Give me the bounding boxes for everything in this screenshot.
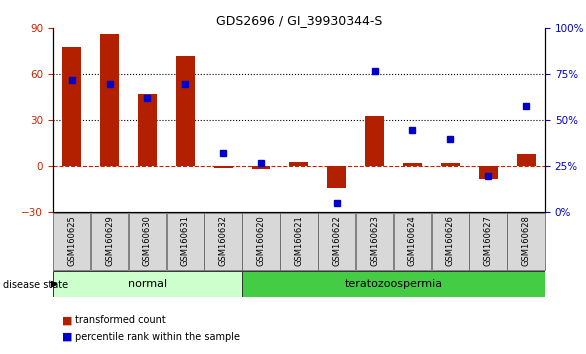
Bar [214, 166, 233, 168]
FancyBboxPatch shape [431, 213, 469, 270]
FancyBboxPatch shape [91, 213, 128, 270]
Text: GSM160623: GSM160623 [370, 215, 379, 266]
Text: GSM160629: GSM160629 [105, 215, 114, 266]
Text: GSM160627: GSM160627 [483, 215, 493, 266]
Bar [138, 94, 157, 166]
FancyBboxPatch shape [242, 271, 545, 297]
Text: GSM160622: GSM160622 [332, 215, 341, 266]
Text: GSM160630: GSM160630 [143, 215, 152, 266]
Text: ■: ■ [62, 332, 73, 342]
FancyBboxPatch shape [242, 213, 280, 270]
Bar [100, 34, 119, 166]
Text: disease state: disease state [3, 280, 68, 290]
Text: ■: ■ [62, 315, 73, 325]
FancyBboxPatch shape [166, 213, 204, 270]
Text: teratozoospermia: teratozoospermia [345, 279, 442, 289]
FancyBboxPatch shape [53, 271, 242, 297]
FancyBboxPatch shape [507, 213, 545, 270]
Bar [327, 166, 346, 188]
Bar [62, 47, 81, 166]
Text: GSM160628: GSM160628 [522, 215, 530, 266]
Text: GSM160625: GSM160625 [67, 215, 76, 266]
FancyBboxPatch shape [469, 213, 507, 270]
Text: normal: normal [128, 279, 167, 289]
Bar [441, 163, 460, 166]
FancyBboxPatch shape [205, 213, 242, 270]
Title: GDS2696 / GI_39930344-S: GDS2696 / GI_39930344-S [216, 14, 382, 27]
Text: GSM160632: GSM160632 [219, 215, 227, 266]
Bar [403, 163, 422, 166]
Text: GSM160626: GSM160626 [446, 215, 455, 266]
Text: GSM160631: GSM160631 [180, 215, 190, 266]
FancyBboxPatch shape [53, 213, 90, 270]
Bar [289, 162, 308, 166]
Bar [479, 166, 498, 179]
FancyBboxPatch shape [280, 213, 318, 270]
FancyBboxPatch shape [318, 213, 356, 270]
Bar [517, 154, 536, 166]
Bar [176, 56, 195, 166]
Bar [251, 166, 271, 170]
Text: GSM160624: GSM160624 [408, 215, 417, 266]
FancyBboxPatch shape [394, 213, 431, 270]
Text: GSM160621: GSM160621 [294, 215, 304, 266]
FancyBboxPatch shape [129, 213, 166, 270]
Polygon shape [52, 281, 57, 287]
Text: transformed count: transformed count [75, 315, 166, 325]
Text: percentile rank within the sample: percentile rank within the sample [75, 332, 240, 342]
Text: GSM160620: GSM160620 [257, 215, 265, 266]
Bar [365, 116, 384, 166]
FancyBboxPatch shape [356, 213, 393, 270]
